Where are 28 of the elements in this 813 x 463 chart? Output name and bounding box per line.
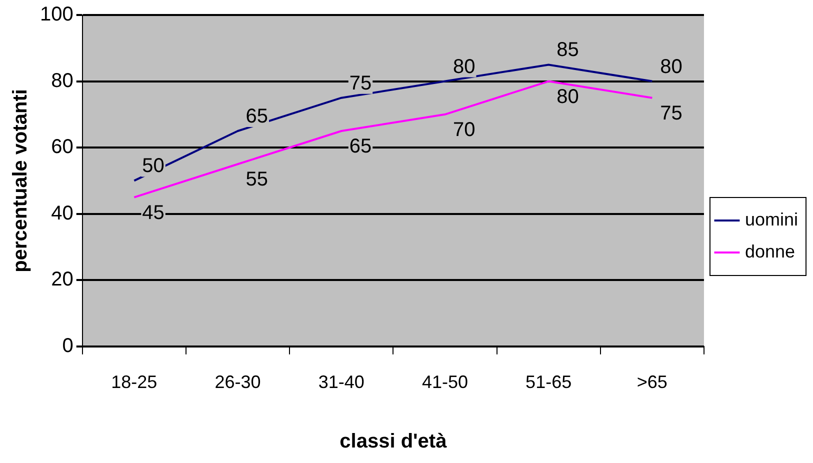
- x-axis-title: classi d'età: [340, 430, 448, 453]
- data-label: 85: [556, 39, 579, 62]
- y-tick-label: 40: [51, 202, 74, 224]
- x-tick-label: 41-50: [422, 372, 468, 392]
- data-label: 75: [660, 102, 682, 124]
- data-label: 65: [349, 136, 372, 158]
- data-label: 80: [660, 56, 682, 78]
- x-tick-label: >65: [636, 372, 668, 392]
- y-tick-label: 80: [51, 70, 74, 92]
- data-label: 80: [556, 86, 579, 108]
- data-label: 80: [452, 56, 476, 78]
- y-tick-label: 20: [51, 268, 74, 291]
- x-tick-label: 51-65: [526, 372, 572, 392]
- data-label: 70: [452, 118, 476, 141]
- x-tick-label: 26-30: [214, 372, 261, 392]
- data-label: 65: [246, 106, 268, 128]
- y-tick-label: 0: [62, 334, 74, 357]
- y-axis-title: percentuale votanti: [10, 89, 32, 272]
- legend-label: donne: [744, 241, 796, 262]
- data-label: 50: [142, 155, 164, 178]
- legend-label: uomini: [744, 209, 798, 230]
- y-tick-label: 60: [51, 136, 74, 158]
- data-label: 75: [349, 72, 372, 94]
- x-tick-label: 31-40: [318, 372, 364, 392]
- y-tick-label: 100: [40, 4, 74, 26]
- x-tick-label: 18-25: [111, 372, 158, 392]
- data-label: 55: [246, 168, 268, 191]
- data-label: 45: [142, 202, 164, 224]
